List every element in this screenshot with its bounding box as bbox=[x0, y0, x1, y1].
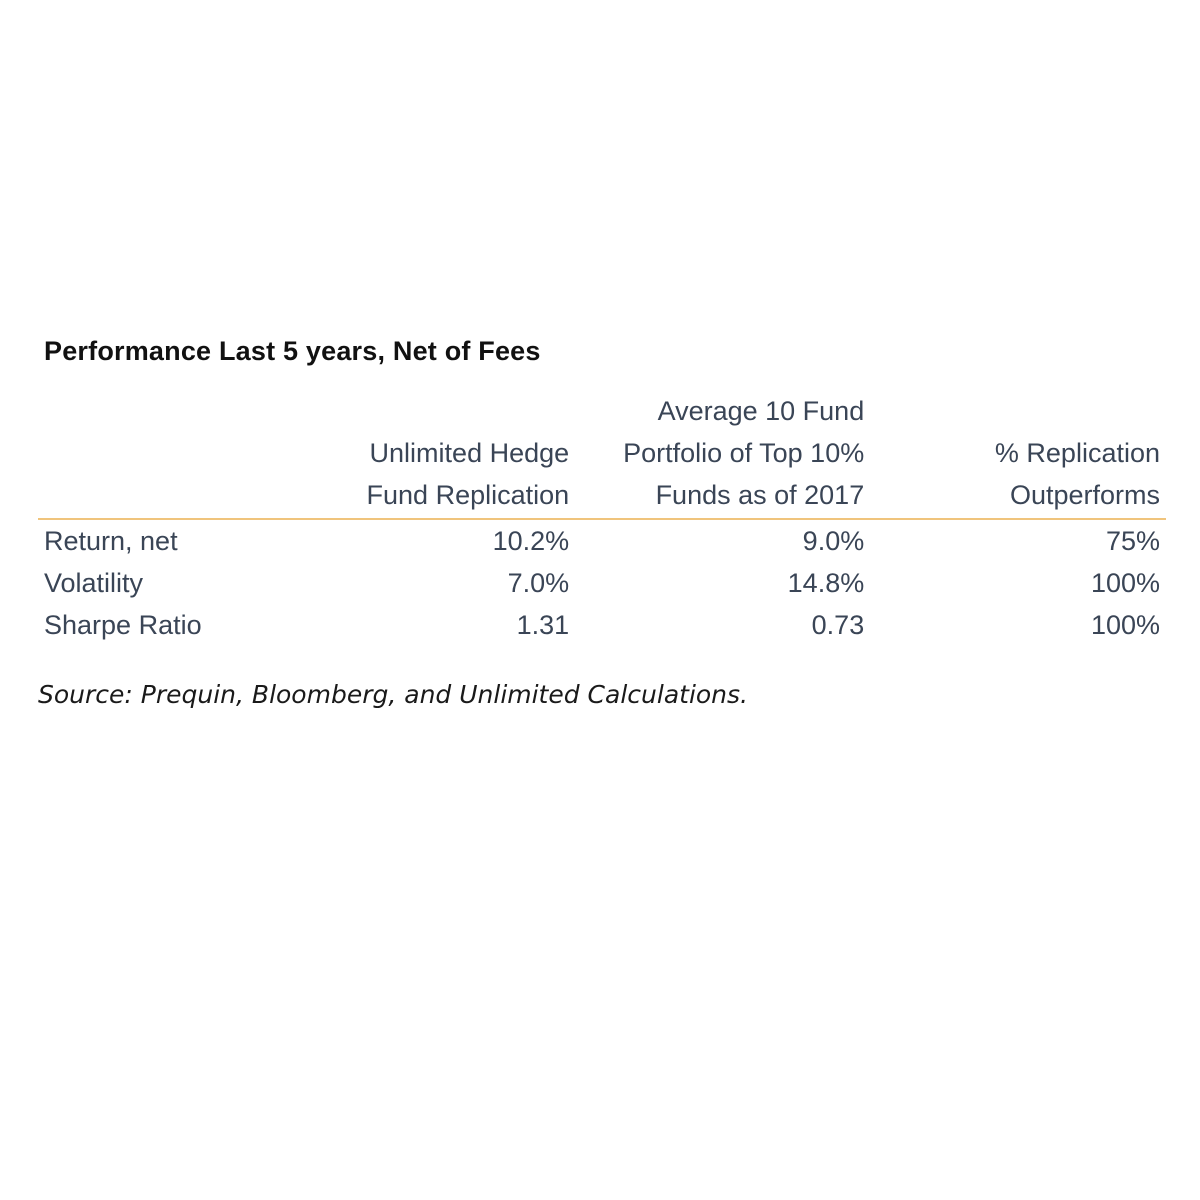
row-label: Return, net bbox=[44, 526, 178, 556]
table-row: Return, net 10.2% 9.0% 75% bbox=[38, 519, 1166, 562]
source-note: Source: Prequin, Bloomberg, and Unlimite… bbox=[38, 680, 748, 709]
header-top-funds: Average 10 Fund Portfolio of Top 10% Fun… bbox=[569, 390, 865, 520]
cell-value: 100% bbox=[1090, 610, 1160, 640]
header-replication: Unlimited Hedge Fund Replication bbox=[341, 390, 570, 520]
cell-value: 7.0% bbox=[507, 568, 570, 598]
header-line: Outperforms bbox=[1009, 480, 1160, 510]
cell-value: 9.0% bbox=[802, 526, 865, 556]
cell-value: 10.2% bbox=[492, 526, 570, 556]
header-line: Fund Replication bbox=[366, 480, 570, 510]
cell-value: 75% bbox=[1105, 526, 1160, 556]
cell-value: 1.31 bbox=[516, 610, 570, 640]
table-row: Volatility 7.0% 14.8% 100% bbox=[38, 562, 1166, 604]
header-line: Average 10 Fund bbox=[657, 396, 865, 426]
cell-value: 100% bbox=[1090, 568, 1160, 598]
cell-value: 0.73 bbox=[811, 610, 865, 640]
table-row: Sharpe Ratio 1.31 0.73 100% bbox=[38, 604, 1166, 646]
header-line: Unlimited Hedge bbox=[369, 438, 570, 468]
header-outperforms: % Replication Outperforms bbox=[864, 390, 1166, 520]
header-empty-cell bbox=[38, 390, 342, 520]
performance-table: Unlimited Hedge Fund Replication Average… bbox=[38, 390, 1166, 646]
header-line: Portfolio of Top 10% bbox=[623, 438, 865, 468]
header-line: % Replication bbox=[994, 438, 1160, 468]
row-label: Volatility bbox=[44, 568, 144, 598]
header-line: Funds as of 2017 bbox=[655, 480, 865, 510]
row-label: Sharpe Ratio bbox=[44, 610, 202, 640]
header-row: Unlimited Hedge Fund Replication Average… bbox=[38, 390, 1166, 520]
table-title: Performance Last 5 years, Net of Fees bbox=[44, 336, 541, 366]
cell-value: 14.8% bbox=[787, 568, 865, 598]
